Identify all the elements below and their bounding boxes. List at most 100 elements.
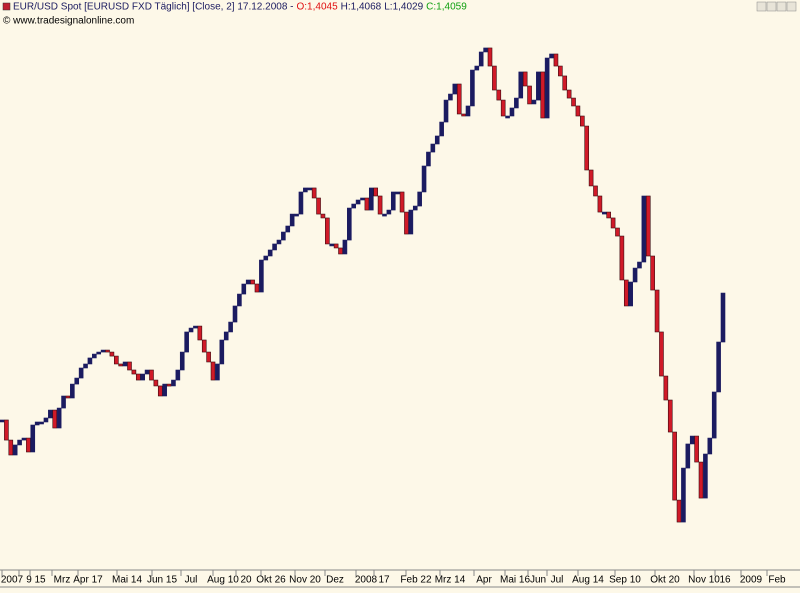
down-bar [109, 351, 115, 357]
header: EUR/USD Spot [EURUSD FXD Täglich] [Close… [2, 1, 797, 27]
down-bar [698, 461, 704, 499]
down-bar [663, 375, 669, 401]
down-bar [153, 379, 159, 387]
up-bar [408, 209, 414, 235]
x-tick-label: Sep 10 [609, 575, 641, 586]
up-bar [70, 383, 75, 399]
down-bar [373, 187, 378, 197]
x-tick-label: Nov 10 [688, 575, 720, 586]
up-bar [439, 121, 444, 137]
down-bar [496, 89, 502, 101]
down-bar [623, 279, 629, 307]
up-bar [34, 421, 40, 426]
up-bar [96, 351, 102, 355]
x-tick-label: 9 [26, 575, 32, 586]
x-tick-label: Jul [551, 575, 564, 586]
up-bar [342, 239, 348, 255]
up-bar [303, 187, 308, 193]
high-label: H:1,4068 [341, 2, 382, 13]
button[interactable] [776, 1, 787, 12]
up-bar [351, 203, 357, 209]
up-bar [536, 71, 541, 101]
up-bar [637, 261, 642, 269]
open-label: O:1,4045 [296, 2, 338, 13]
up-bar [386, 209, 392, 215]
down-bar [654, 289, 660, 333]
down-bar [676, 499, 682, 523]
up-bar [703, 453, 708, 499]
x-tick-label: 20 [240, 575, 252, 586]
up-bar [48, 409, 53, 419]
up-bar [685, 443, 691, 469]
x-tick-label: Apr [476, 575, 492, 586]
x-tick-label: Jun 15 [147, 575, 177, 586]
down-bar [593, 185, 598, 197]
up-bar [465, 105, 471, 117]
down-bar [8, 439, 14, 456]
down-bar [522, 71, 528, 87]
down-bar [399, 191, 405, 213]
button[interactable] [786, 1, 797, 12]
window-buttons[interactable] [756, 1, 797, 12]
up-bar [470, 69, 475, 107]
up-bar [641, 195, 647, 263]
up-bar [263, 255, 269, 261]
up-bar [412, 205, 418, 211]
chart-title: EUR/USD Spot [EURUSD FXD Täglich] [Close… [13, 2, 293, 13]
down-bar [105, 349, 110, 353]
up-bar [430, 143, 436, 153]
button[interactable] [766, 1, 777, 12]
up-bar [483, 47, 488, 53]
up-bar [417, 191, 422, 207]
up-bar [355, 199, 361, 205]
up-bar [509, 107, 515, 117]
up-bar [83, 363, 88, 369]
up-bar [601, 211, 607, 215]
down-bar [566, 89, 572, 99]
up-bar [390, 191, 396, 211]
up-bar [281, 231, 286, 241]
x-tick-label: Nov 20 [289, 575, 321, 586]
x-tick-label: Apr 17 [73, 575, 103, 586]
down-bar [584, 125, 590, 171]
down-bar [311, 187, 317, 199]
down-bar [157, 385, 163, 397]
up-bar [347, 207, 352, 241]
up-bar [175, 369, 181, 381]
x-tick-label: 2007 [1, 575, 24, 586]
close-label: C:1,4059 [426, 2, 467, 13]
x-tick-label: 17 [378, 575, 390, 586]
down-bar [404, 211, 409, 235]
up-bar [514, 97, 519, 109]
up-bar [443, 99, 449, 123]
up-bar [307, 187, 313, 191]
x-tick-label: Feb [768, 575, 786, 586]
down-bar [131, 369, 137, 375]
down-bar [135, 373, 141, 381]
x-tick-label: Aug 10 [207, 575, 239, 586]
x-tick-label: 16 [719, 575, 731, 586]
down-bar [487, 47, 493, 67]
x-tick-label: Mai 16 [500, 575, 530, 586]
up-bar [628, 281, 633, 307]
up-bar [223, 331, 229, 341]
up-bar [39, 421, 44, 425]
down-bar [571, 97, 576, 107]
x-tick-label: Aug 14 [572, 575, 604, 586]
up-bar [452, 83, 458, 95]
low-label: L:1,4029 [384, 2, 423, 13]
down-bar [694, 435, 699, 463]
down-bar [114, 355, 119, 365]
up-bar [298, 191, 304, 215]
up-bar [0, 419, 5, 423]
up-bar [294, 213, 299, 217]
button[interactable] [756, 1, 767, 12]
down-bar [364, 197, 370, 211]
up-bar [681, 467, 686, 523]
down-bar [197, 325, 203, 341]
up-bar [531, 99, 537, 105]
down-bar [492, 65, 497, 91]
down-bar [201, 339, 207, 353]
up-bar [720, 292, 726, 343]
